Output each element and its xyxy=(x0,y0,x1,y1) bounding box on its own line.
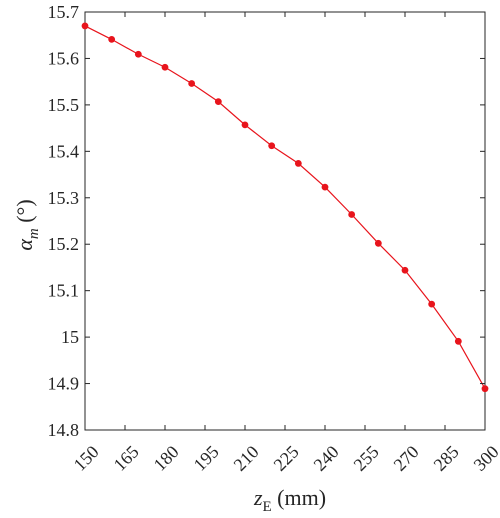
y-tick-label: 15.5 xyxy=(48,95,80,115)
x-tick-label: 165 xyxy=(110,442,143,475)
data-point xyxy=(348,211,356,218)
data-point xyxy=(161,63,169,71)
y-tick-label: 15.2 xyxy=(48,234,80,254)
x-tick-label: 225 xyxy=(270,442,303,475)
data-point xyxy=(481,385,489,393)
y-axis-label-unit: (°) xyxy=(12,199,37,228)
x-tick-label: 150 xyxy=(70,442,103,475)
data-point xyxy=(321,183,329,191)
series-line xyxy=(84,25,486,389)
data-point xyxy=(214,98,222,106)
y-tick-label: 14.8 xyxy=(48,420,80,440)
data-point xyxy=(268,142,276,150)
y-axis-label-sub: m xyxy=(26,228,42,239)
data-point xyxy=(374,239,382,247)
x-tick-label: 240 xyxy=(310,442,343,475)
y-tick-label: 15.1 xyxy=(48,281,80,301)
x-axis-ticks: 150 165 180 195 210 225 240 255 270 285 300 xyxy=(70,12,500,475)
x-tick-label: 300 xyxy=(470,442,500,475)
y-tick-label: 15.3 xyxy=(48,188,80,208)
data-point xyxy=(81,22,89,30)
data-point xyxy=(294,160,302,167)
y-tick-label: 15 xyxy=(61,327,79,347)
series-line-group xyxy=(81,22,489,393)
y-tick-label: 15.4 xyxy=(48,141,80,161)
data-point xyxy=(108,36,116,43)
y-tick-label: 14.9 xyxy=(48,374,80,394)
x-axis-label-var: z xyxy=(253,485,263,510)
y-axis-label-var: α xyxy=(12,239,37,251)
x-tick-label: 180 xyxy=(150,442,183,475)
data-point xyxy=(134,50,142,58)
data-point xyxy=(241,121,249,129)
x-tick-label: 255 xyxy=(350,442,383,475)
y-tick-label: 15.6 xyxy=(48,48,80,68)
data-point xyxy=(454,337,462,345)
x-tick-label: 210 xyxy=(230,442,263,475)
x-axis-label-sub: E xyxy=(263,499,272,515)
x-axis-label-unit: (mm) xyxy=(272,485,326,510)
x-tick-label: 285 xyxy=(430,442,463,475)
plot-area xyxy=(84,11,486,431)
x-axis-label: zE (mm) xyxy=(253,485,326,515)
x-tick-label: 195 xyxy=(190,442,223,475)
plot-frame xyxy=(84,11,486,431)
data-point xyxy=(401,266,409,274)
y-axis-label: αm (°) xyxy=(12,199,42,250)
data-point xyxy=(428,300,436,308)
data-point xyxy=(188,80,196,87)
y-axis-ticks: 14.8 14.9 15 15.1 15.2 15.3 15.4 15.5 15.6 15.7 xyxy=(48,2,485,440)
y-tick-label: 15.7 xyxy=(48,2,80,22)
x-tick-label: 270 xyxy=(390,442,423,475)
